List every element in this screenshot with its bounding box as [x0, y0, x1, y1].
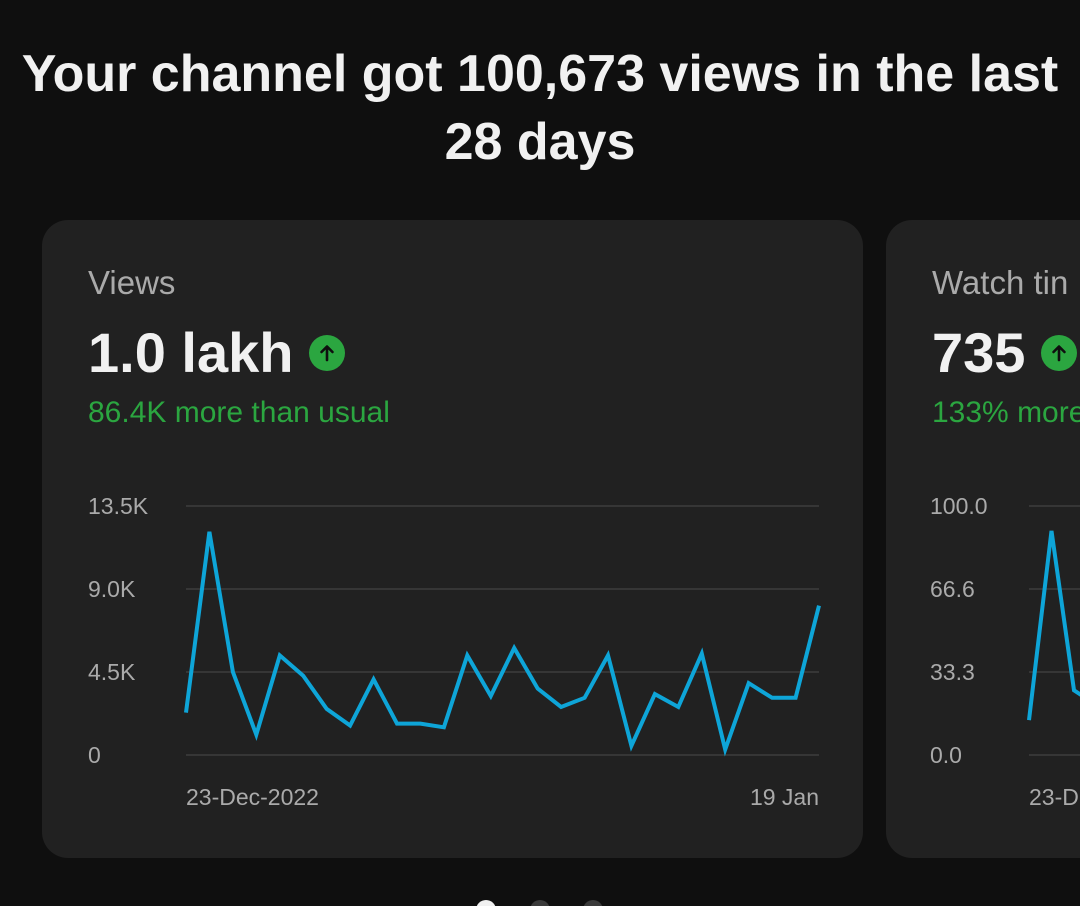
y-tick-label: 9.0K — [88, 576, 136, 602]
x-tick-label: 23-D — [1029, 784, 1079, 810]
metric-label: Views — [88, 264, 176, 301]
views-line-chart: 13.5K 9.0K 4.5K 0 23-Dec-2022 19 Jan — [88, 493, 821, 810]
y-tick-label: 0 — [88, 742, 101, 768]
arrow-up-icon — [309, 335, 346, 371]
watch-time-card[interactable]: Watch tin 735 133% more 100.0 66.6 33.3 0.0… — [886, 220, 1080, 858]
metric-comparison: 133% more — [932, 396, 1080, 429]
y-tick-label: 13.5K — [88, 493, 149, 519]
y-tick-label: 100.0 — [930, 493, 988, 519]
metric-value: 735 — [932, 321, 1026, 384]
y-tick-label: 33.3 — [930, 659, 975, 685]
y-tick-label: 0.0 — [930, 742, 962, 768]
metric-value: 1.0 lakh — [88, 321, 294, 384]
metric-value-row: 735 — [932, 320, 1078, 386]
metric-value-row: 1.0 lakh — [88, 320, 346, 386]
arrow-up-icon — [1041, 335, 1078, 371]
pager-dot[interactable] — [476, 900, 496, 906]
watch-time-line-chart: 100.0 66.6 33.3 0.0 23-D — [930, 493, 1080, 810]
pager-dot[interactable] — [583, 900, 603, 906]
y-tick-label: 4.5K — [88, 659, 136, 685]
metric-comparison: 86.4K more than usual — [88, 396, 390, 429]
views-card[interactable]: Views 1.0 lakh 86.4K more than usual 13.… — [42, 220, 863, 858]
series-line — [1027, 530, 1080, 721]
carousel-pager — [0, 896, 1080, 906]
series-line — [184, 531, 821, 757]
y-tick-label: 66.6 — [930, 576, 975, 602]
page-headline: Your channel got 100,673 views in the la… — [21, 45, 1059, 171]
x-tick-label: 23-Dec-2022 — [186, 784, 319, 810]
metric-label: Watch tin — [932, 264, 1069, 301]
x-tick-label: 19 Jan — [750, 784, 819, 810]
pager-dot[interactable] — [530, 900, 550, 906]
